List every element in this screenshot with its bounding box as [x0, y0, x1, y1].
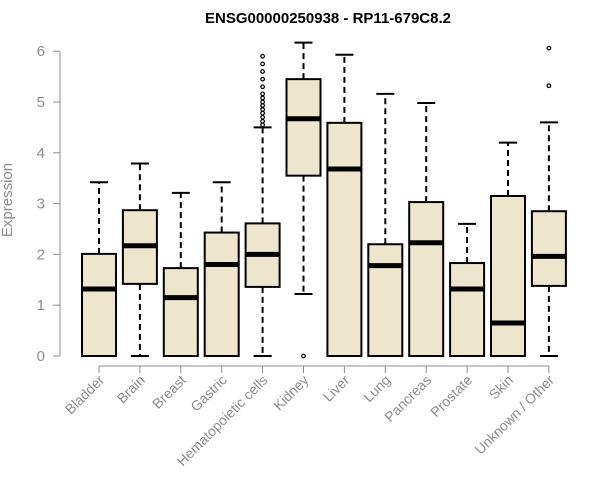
box-liver	[326, 53, 363, 357]
outlier-point	[260, 107, 266, 113]
x-tick-label: Skin	[486, 372, 517, 403]
box-gastric	[203, 181, 240, 357]
outlier-point	[260, 53, 266, 59]
outlier-point	[546, 45, 552, 51]
box-pancreas	[408, 102, 445, 357]
x-tick-label: Prostate	[427, 372, 475, 420]
outlier-point	[546, 83, 552, 89]
y-axis: 0 1 2 3 4 5 6	[37, 43, 61, 365]
outlier-point	[301, 353, 306, 359]
outlier-point	[260, 114, 266, 120]
box-unknown-other	[530, 45, 567, 357]
y-tick-label: 2	[37, 246, 45, 263]
x-tick-label: Brain	[114, 372, 148, 406]
box-breast	[162, 191, 199, 357]
outlier-point	[260, 69, 266, 74]
iqr-box	[203, 231, 240, 357]
x-tick-label: Bladder	[62, 372, 108, 418]
box-lung	[367, 92, 404, 358]
y-tick-label: 3	[37, 196, 45, 213]
box-hematopoietic-cells	[244, 53, 281, 357]
iqr-box	[490, 194, 526, 357]
x-tick-label: Lung	[360, 372, 393, 405]
box-skin	[490, 141, 526, 357]
x-tick-label: Breast	[149, 372, 189, 412]
box-bladder	[81, 181, 117, 357]
outlier-point	[260, 99, 266, 105]
outlier-point	[260, 91, 266, 97]
outlier-point	[260, 61, 266, 67]
outlier-point	[260, 118, 266, 124]
y-tick-label: 6	[37, 43, 45, 60]
iqr-box	[530, 210, 567, 287]
iqr-box	[81, 252, 117, 357]
y-tick-label: 4	[37, 145, 45, 162]
chart-title: ENSG00000250938 - RP11-679C8.2	[205, 10, 451, 27]
y-tick-label: 1	[37, 297, 45, 314]
iqr-box	[408, 201, 445, 357]
outlier-point	[260, 84, 266, 90]
x-tick-label: Liver	[320, 372, 353, 405]
box-prostate	[449, 222, 486, 358]
outlier-point	[260, 95, 266, 101]
outlier-point	[260, 76, 266, 82]
y-tick-label: 5	[37, 94, 45, 111]
x-tick-label: Kidney	[270, 372, 312, 414]
box-brain	[121, 162, 158, 357]
iqr-box	[326, 121, 363, 357]
boxes-group	[81, 41, 567, 359]
y-axis-label: Expression	[0, 163, 16, 237]
y-tick-label: 0	[37, 348, 45, 365]
iqr-box	[285, 78, 322, 177]
box-kidney	[285, 41, 322, 359]
iqr-box	[162, 267, 199, 357]
iqr-box	[367, 243, 404, 358]
iqr-box	[449, 262, 486, 358]
